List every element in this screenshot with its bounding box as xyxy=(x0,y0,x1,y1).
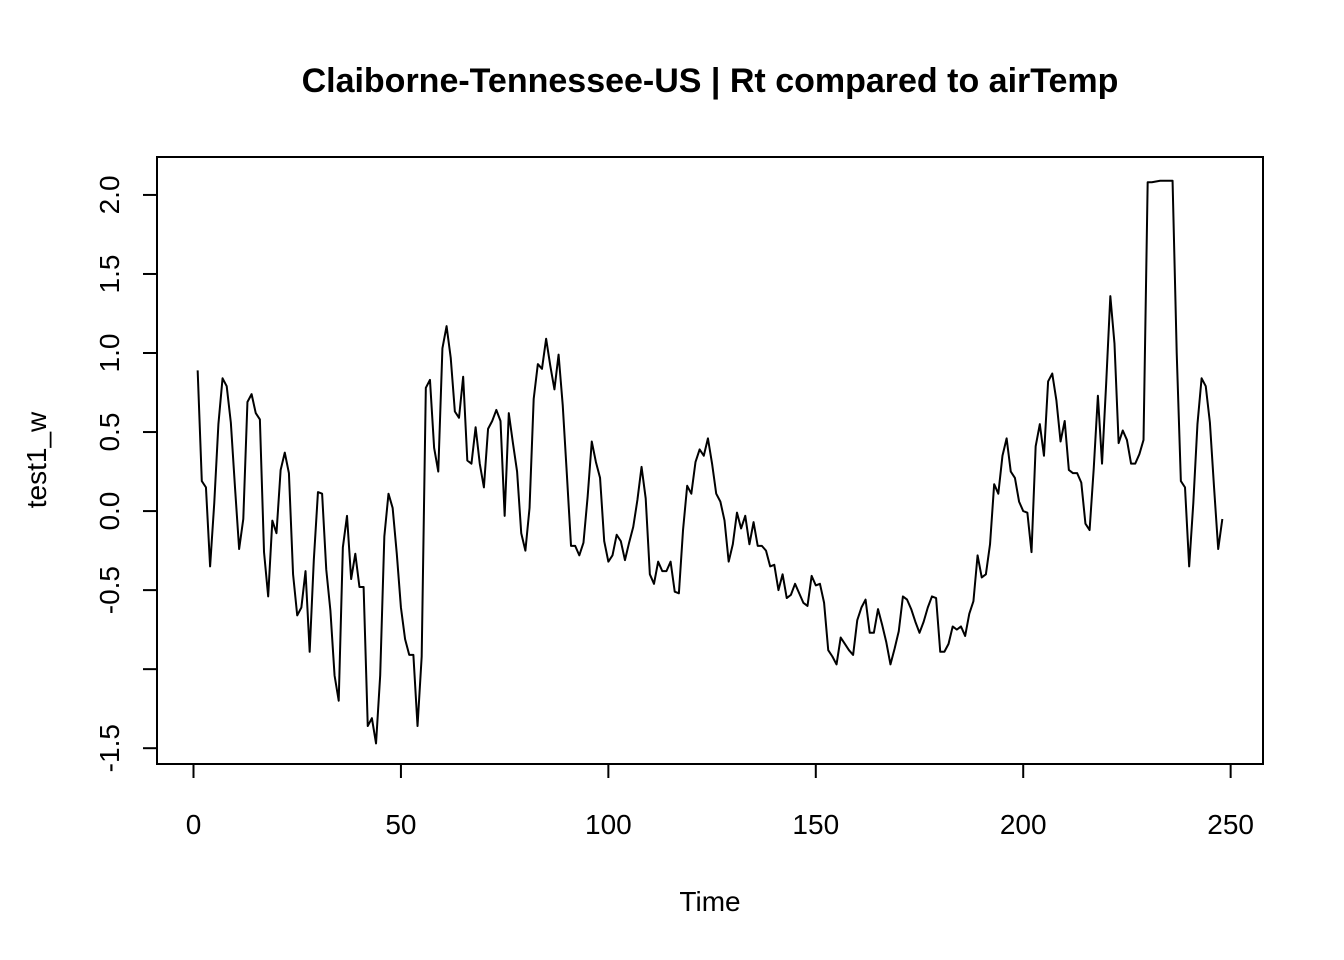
x-tick-label: 200 xyxy=(1000,809,1047,840)
plot-frame xyxy=(156,156,1264,765)
x-tick-label: 100 xyxy=(585,809,632,840)
y-tick-label: 1.0 xyxy=(94,334,125,373)
y-tick-label: 2.0 xyxy=(94,175,125,214)
y-tick-label: -0.5 xyxy=(94,566,125,614)
x-tick-label: 50 xyxy=(385,809,416,840)
x-axis-label: Time xyxy=(679,886,740,917)
y-tick-label: 1.5 xyxy=(94,255,125,294)
y-tick-label: -1.5 xyxy=(94,724,125,772)
series-line xyxy=(196,179,1224,745)
y-tick-label: 0.5 xyxy=(94,413,125,452)
y-axis: -1.5 -0.5 0.0 0.5 1.0 1.5 2.0 xyxy=(94,175,158,772)
x-tick-label: 0 xyxy=(186,809,202,840)
x-axis: 0 50 100 150 200 250 xyxy=(186,763,1254,840)
chart-title: Claiborne-Tennessee-US | Rt compared to … xyxy=(302,62,1119,100)
series-layer xyxy=(196,179,1224,745)
y-axis-label: test1_w xyxy=(21,411,52,508)
x-tick-label: 150 xyxy=(792,809,839,840)
x-tick-label: 250 xyxy=(1207,809,1254,840)
y-tick-label: 0.0 xyxy=(94,492,125,531)
